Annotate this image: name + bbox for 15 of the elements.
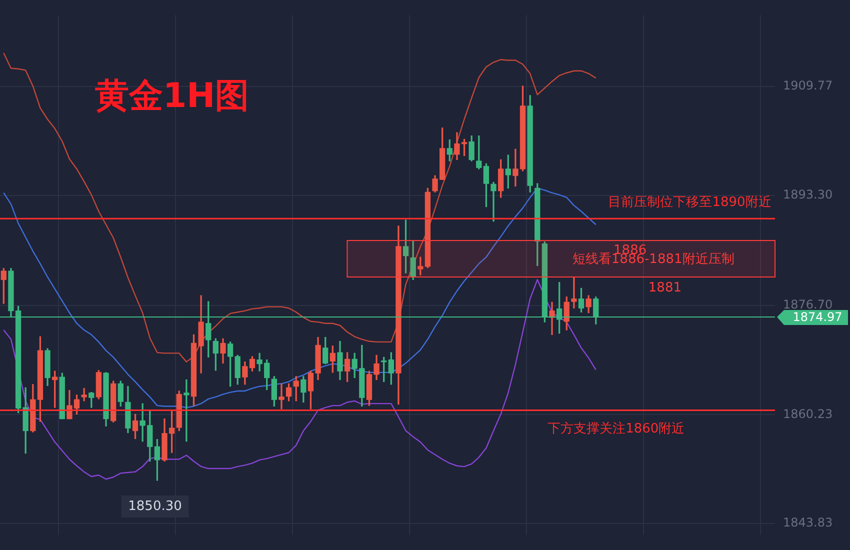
ref-line-label: 下方支撑关注1860附近 — [548, 420, 685, 437]
annotation: 1881 — [648, 280, 682, 296]
text: 黄金1H图 — [95, 76, 250, 116]
candlestick — [490, 182, 496, 222]
y-tick-label: 1843.83 — [783, 515, 833, 530]
ref-line-label: 目前压制位下移至1890附近 — [608, 195, 772, 210]
y-tick-label: 1876.70 — [783, 298, 833, 312]
y-tick-label: 1860.23 — [783, 406, 833, 421]
candlestick — [571, 277, 577, 308]
candlestick — [184, 379, 190, 442]
y-tick-label: 1909.77 — [783, 78, 833, 92]
ref-line-label: 1874.97 — [792, 310, 842, 324]
candlestick — [278, 383, 284, 410]
annotation: 1850.30 — [128, 498, 182, 514]
y-tick-label: 1893.30 — [783, 188, 833, 202]
